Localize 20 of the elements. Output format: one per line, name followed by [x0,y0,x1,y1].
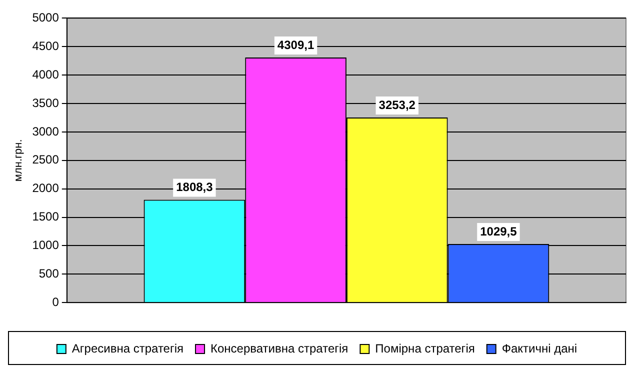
y-tick-label: 2000 [32,181,60,196]
y-tick-label: 4000 [32,67,60,82]
legend-label: Помірна стратегія [375,341,475,356]
y-tick-label: 0 [52,294,60,309]
legend-label: Агресивна стратегія [72,341,184,356]
data-label: 1808,3 [176,180,214,194]
y-tick-label: 2500 [32,152,60,167]
y-tick-label: 500 [38,266,60,280]
data-label: 3253,2 [378,98,416,112]
y-tick-label: 4500 [32,38,60,53]
y-tick-label: 5000 [32,10,60,25]
legend-label: Фактичні дані [502,341,578,356]
y-tick-label: 1500 [32,210,60,224]
data-label: 1029,5 [480,224,518,238]
y-tick-label: 1000 [32,238,60,252]
y-axis-title: млн.грн. [12,139,25,182]
y-tick-label: 3500 [32,96,60,110]
legend-label: Консервативна стратегія [210,341,348,356]
data-label: 4309,1 [277,38,314,52]
y-tick-label: 3000 [32,124,60,138]
